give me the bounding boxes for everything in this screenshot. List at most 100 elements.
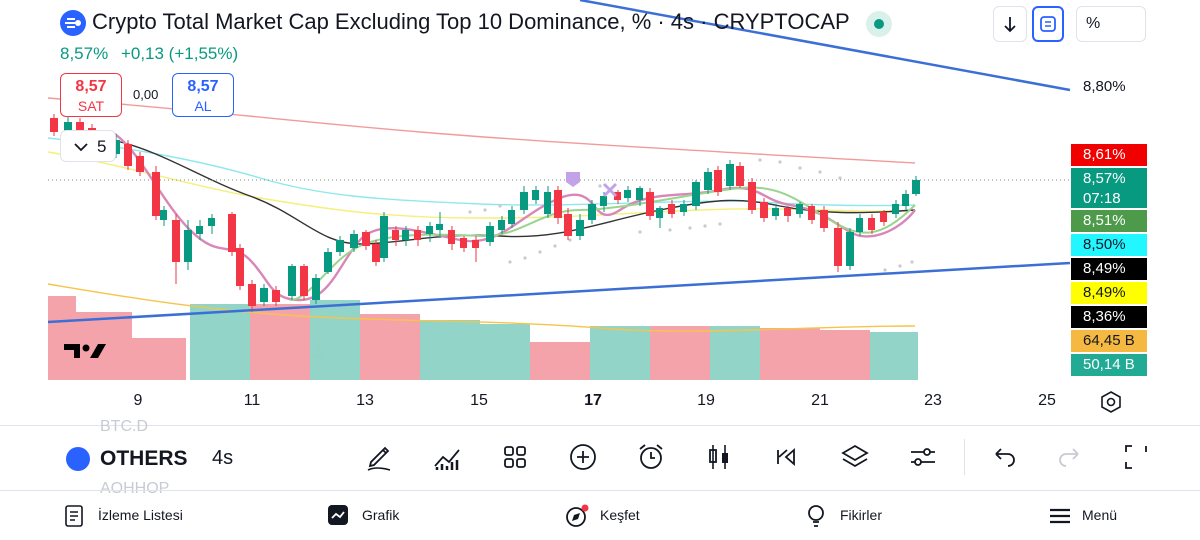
volume-bar xyxy=(420,320,480,380)
sell-label: SAT xyxy=(77,98,105,114)
price-tag-text: 8,49% xyxy=(1083,284,1126,301)
sell-button[interactable]: 8,57 SAT xyxy=(60,73,122,117)
interval-selector[interactable]: 4s xyxy=(212,447,234,469)
x-axis-label: 9 xyxy=(133,392,143,409)
symbol-scroll-next[interactable]: AOHHOP xyxy=(100,480,170,497)
parabolic-sar xyxy=(468,158,914,272)
ma-cyan xyxy=(47,137,916,207)
volume-bar xyxy=(530,342,590,380)
chart-settings-icon[interactable] xyxy=(1098,389,1124,415)
arrow-down-icon xyxy=(1004,17,1016,33)
download-button[interactable] xyxy=(993,6,1027,42)
last-price: 8,57% xyxy=(60,44,109,63)
nav-watchlist[interactable]: İzleme Listesi xyxy=(62,503,192,529)
x-axis-label: 13 xyxy=(356,392,374,409)
volume-bar xyxy=(820,330,870,380)
market-status-icon[interactable] xyxy=(866,11,892,37)
cross-marker-icon xyxy=(602,182,618,198)
price-tag-text: 8,51% xyxy=(1083,212,1126,229)
price-tag: 8,51% xyxy=(1071,210,1147,232)
sell-price: 8,57 xyxy=(75,78,107,95)
tradingview-logo xyxy=(64,344,106,358)
price-tag-current: 8,57% 07:18 xyxy=(1071,168,1147,208)
scale-mode-button[interactable]: % xyxy=(1076,6,1146,42)
price-tag-text: 8,57% xyxy=(1083,170,1126,187)
spread-value: 0,00 xyxy=(133,87,159,102)
chart-type-icon[interactable] xyxy=(702,440,736,474)
volume-bar xyxy=(190,304,250,380)
candle-countdown: 07:18 xyxy=(1083,190,1121,207)
nav-ideas-label: Fikirler xyxy=(840,507,882,523)
nav-ideas[interactable]: Fikirler xyxy=(804,503,894,529)
chart-title[interactable]: Crypto Total Market Cap Excluding Top 10… xyxy=(92,9,850,34)
nav-menu[interactable]: Menü xyxy=(1048,503,1138,529)
hamburger-menu-icon xyxy=(1050,508,1070,524)
chart-header: Crypto Total Market Cap Excluding Top 10… xyxy=(0,0,1200,72)
price-tag-text: 64,45 B xyxy=(1083,332,1135,349)
chevron-down-icon xyxy=(74,143,88,152)
bottom-navigation: İzleme Listesi Grafik Keşfet Fikirler Me… xyxy=(0,490,1200,540)
layers-icon[interactable] xyxy=(838,440,872,474)
price-tag: 8,49% xyxy=(1071,258,1147,280)
indicators-icon[interactable] xyxy=(430,440,464,474)
lower-trendline xyxy=(47,261,1071,324)
cryptocap-logo-icon xyxy=(60,10,86,36)
price-tag-text: 8,49% xyxy=(1083,260,1126,277)
event-markers[interactable] xyxy=(312,172,618,358)
buy-button[interactable]: 8,57 AL xyxy=(172,73,234,117)
redo-icon[interactable] xyxy=(1054,440,1088,474)
nav-explore[interactable]: Keşfet xyxy=(564,503,654,529)
nav-chart[interactable]: Grafik xyxy=(326,503,416,529)
price-tag-text: 50,14 B xyxy=(1083,356,1135,373)
symbol-logo-icon xyxy=(66,447,90,471)
volume-tag: 64,45 B xyxy=(1071,330,1147,352)
nav-chart-label: Grafik xyxy=(362,507,400,523)
price-tag-text: 8,36% xyxy=(1083,308,1126,325)
symbol-scroll-prev[interactable]: BTC.D xyxy=(100,418,148,435)
tools-bar: BTC.D OTHERS 4s AOHHOP xyxy=(0,418,1200,497)
trendline-price-label: 8,80% xyxy=(1083,78,1126,95)
alert-icon[interactable] xyxy=(634,440,668,474)
volume-bar xyxy=(360,314,420,380)
add-icon[interactable] xyxy=(566,440,600,474)
auto-scale-icon xyxy=(1040,16,1056,32)
toolbar-divider xyxy=(964,439,965,475)
x-axis-label: 11 xyxy=(243,392,261,409)
symbol-name[interactable]: OTHERS xyxy=(100,447,188,470)
price-chart[interactable] xyxy=(0,0,1200,430)
buy-price: 8,57 xyxy=(187,78,219,95)
lightbulb-icon xyxy=(808,505,824,527)
volume-bar xyxy=(710,326,760,380)
buy-label: AL xyxy=(194,98,212,114)
flag-marker-icon xyxy=(566,172,580,187)
volume-bar xyxy=(760,328,820,380)
volume-bar xyxy=(132,338,186,380)
volume-bar xyxy=(590,326,650,380)
x-axis-label: 25 xyxy=(1038,392,1056,409)
upper-trendline xyxy=(579,0,1071,92)
explore-icon xyxy=(566,504,589,527)
candles xyxy=(50,114,920,312)
price-tag-text: 8,61% xyxy=(1083,146,1126,163)
volume-bar xyxy=(310,300,360,380)
price-tag-text: 8,50% xyxy=(1083,236,1126,253)
indicators-toggle[interactable]: 5 xyxy=(60,130,116,162)
undo-icon[interactable] xyxy=(986,440,1020,474)
volume-bar xyxy=(650,326,710,380)
x-axis-label: 15 xyxy=(470,392,488,409)
price-change: +0,13 (+1,55%) xyxy=(120,44,239,63)
templates-icon[interactable] xyxy=(498,440,532,474)
x-axis-label: 19 xyxy=(697,392,715,409)
indicators-count: 5 xyxy=(97,137,107,156)
x-axis-label: 21 xyxy=(811,392,829,409)
replay-icon[interactable] xyxy=(770,440,804,474)
draw-icon[interactable] xyxy=(362,440,396,474)
fullscreen-icon[interactable] xyxy=(1122,440,1150,474)
settings-sliders-icon[interactable] xyxy=(906,440,940,474)
volume-bar xyxy=(480,324,530,380)
price-tag: 8,36% xyxy=(1071,306,1147,328)
ma-dark xyxy=(111,139,916,245)
volume-tag: 50,14 B xyxy=(1071,354,1147,376)
auto-fit-button[interactable] xyxy=(1032,6,1064,42)
volume-bar xyxy=(870,332,918,380)
